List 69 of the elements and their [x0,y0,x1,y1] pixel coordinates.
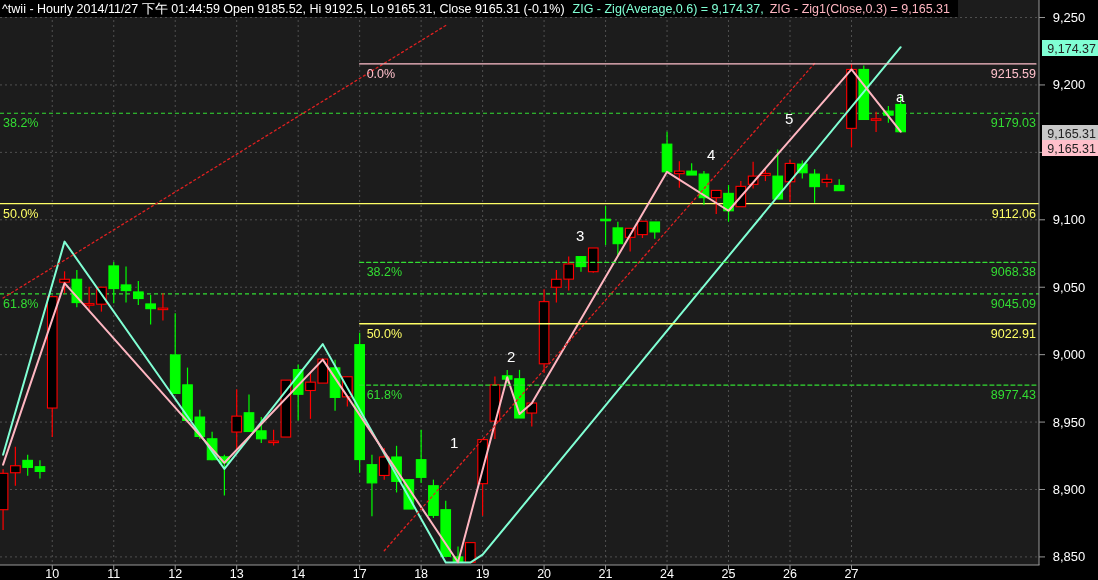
ref-line-label: 9045.09 [990,296,1037,311]
candlestick [132,280,144,306]
candlestick [674,160,685,189]
x-tick-label: 24 [660,567,675,580]
annotation: 4 [707,146,716,163]
annotation: 9022.91 [990,326,1037,341]
annotation: a [896,88,905,105]
y-tick-label: 8,950 [1052,414,1086,430]
candlestick [22,454,34,477]
annotation: 61.8% [3,296,39,311]
text: ZIG - Zig(Average,0.6) = 9,174.37, [572,2,764,16]
annotation: 38.2% [3,116,39,131]
candlestick [612,221,624,258]
candlestick [415,429,427,484]
candlestick [157,292,169,322]
x-tick-label: 13 [229,567,244,580]
x-tick-label: 17 [352,567,367,580]
annotation: 2 [507,348,516,365]
text: 9,165.31 [1047,141,1097,156]
x-tick-label: 25 [721,567,736,580]
annotation: 8977.43 [990,388,1037,403]
y-tick-label: 9,200 [1052,77,1086,93]
candlestick [378,447,390,481]
annotation: 50.0% [3,206,39,221]
y-tick-label: 9,250 [1052,10,1086,26]
x-tick-label: 11 [107,567,121,580]
x-tick-label: 20 [537,567,552,580]
x-tick-label: 26 [783,567,798,580]
annotation: 5 [785,110,794,127]
candlestick [870,111,882,133]
ref-line-label: 9112.06 [991,206,1037,221]
annotation: 0.0% [366,66,396,81]
x-tick-label: 10 [45,567,60,580]
y-tick-label: 9,000 [1052,347,1086,363]
x-tick-label: 19 [475,567,490,580]
candlestick [772,148,784,200]
y-tick-label: 8,900 [1052,481,1086,497]
text: ZIG - Zig1(Close,0.3) = 9,165.31 [769,2,951,16]
candlestick [587,247,599,274]
annotation: 3 [576,227,585,244]
chart-title: ^twii - Hourly 2014/11/27 下午 01:44:59 Open 9185.52, Hi 9192.5, Lo 9165.31, Close 9165.31 (-0.1%) [2,2,565,16]
candlestick [108,261,120,304]
annotation: 9068.38 [990,265,1037,280]
candlestick [821,173,833,188]
annotation: 38.2% [366,265,403,280]
x-tick-label: 12 [168,567,183,580]
x-tick-label: 27 [844,567,859,580]
candlestick [120,265,132,304]
text: 9,174.37 [1047,41,1097,56]
x-tick-label: 14 [291,567,306,580]
y-tick-label: 8,850 [1052,549,1086,565]
candlestick [255,416,267,444]
candlestick [145,294,156,326]
text: 9,165.31 [1047,126,1097,141]
annotation: 61.8% [366,388,403,403]
y-tick-label: 9,050 [1052,279,1086,295]
candlestick [809,168,820,204]
candlestick [243,393,255,433]
y-tick-label: 9,100 [1052,212,1086,228]
ref-line-label: 9179.03 [990,116,1037,131]
x-tick-label: 21 [598,567,613,580]
candlestick [366,454,378,517]
candlestick [10,446,21,487]
x-tick-label: 18 [414,567,429,580]
annotation: 9215.59 [990,66,1037,81]
candlestick [710,189,722,215]
annotation: 50.0% [366,326,403,341]
candlestick [34,459,46,480]
annotation: 1 [450,434,459,451]
